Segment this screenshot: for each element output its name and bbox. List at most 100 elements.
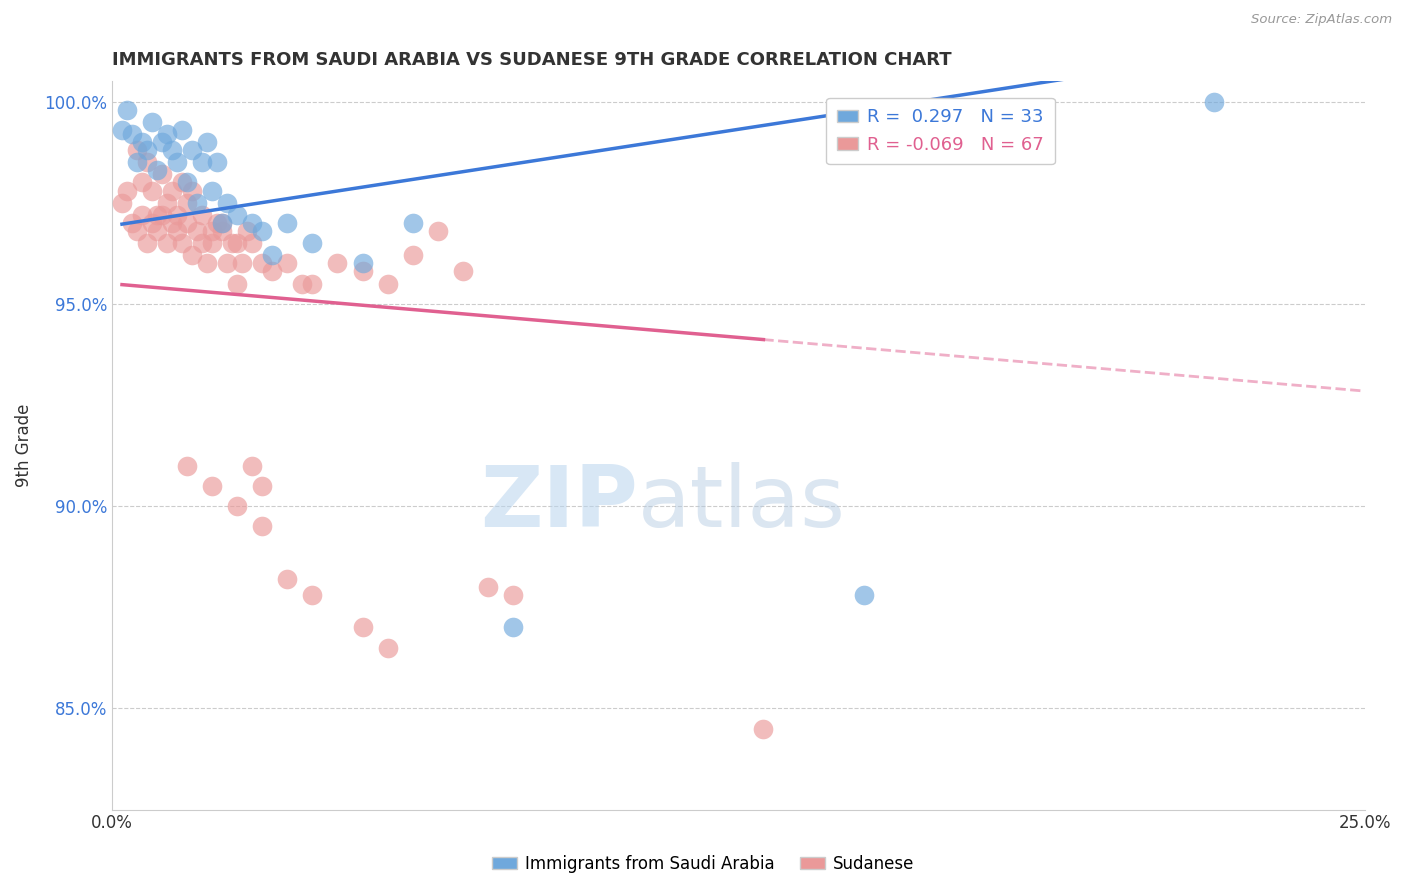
Point (201, 224, 224, 238)
Point (141, 216, 163, 230)
Point (136, 236, 159, 251)
Point (240, 236, 263, 251)
Point (176, 216, 198, 230)
Point (191, 236, 214, 251)
Text: ZIP: ZIP (481, 462, 638, 545)
Point (236, 224, 259, 238)
Point (240, 216, 263, 230)
Point (136, 155, 159, 169)
Point (160, 184, 183, 198)
Point (186, 224, 208, 238)
Point (160, 216, 183, 230)
Point (141, 115, 163, 129)
Point (201, 479, 224, 493)
Point (146, 224, 169, 238)
Point (426, 224, 449, 238)
Point (141, 184, 163, 198)
Point (276, 572, 298, 586)
Point (146, 208, 169, 222)
Point (217, 195, 239, 210)
Point (1204, 95, 1226, 109)
Point (125, 224, 148, 238)
Point (276, 256, 298, 270)
Point (252, 224, 274, 238)
Point (150, 208, 173, 222)
Point (352, 264, 374, 278)
Point (752, 722, 775, 736)
Point (131, 208, 153, 222)
Text: Source: ZipAtlas.com: Source: ZipAtlas.com (1251, 13, 1392, 27)
Point (377, 277, 399, 291)
Point (195, 256, 218, 270)
Point (211, 224, 233, 238)
Point (150, 168, 173, 182)
Point (172, 236, 194, 251)
Point (146, 163, 169, 178)
Point (240, 458, 263, 473)
Point (125, 155, 148, 169)
Point (186, 195, 208, 210)
Point (166, 208, 188, 222)
Point (156, 236, 179, 251)
Legend: Immigrants from Saudi Arabia, Sudanese: Immigrants from Saudi Arabia, Sudanese (485, 848, 921, 880)
Point (121, 127, 143, 141)
Point (211, 216, 233, 230)
Point (262, 248, 284, 262)
Point (172, 176, 194, 190)
Point (176, 195, 198, 210)
Point (181, 143, 204, 157)
Point (377, 640, 399, 655)
Point (451, 264, 474, 278)
Point (301, 236, 323, 251)
Point (226, 499, 249, 513)
Point (301, 588, 323, 602)
Point (502, 588, 524, 602)
Point (211, 216, 233, 230)
Point (136, 143, 159, 157)
Point (217, 256, 239, 270)
Point (115, 103, 138, 117)
Point (195, 135, 218, 149)
Point (477, 580, 499, 594)
Point (176, 176, 198, 190)
Point (111, 123, 134, 137)
Point (401, 216, 423, 230)
Point (150, 135, 173, 149)
Point (231, 256, 253, 270)
Point (166, 224, 188, 238)
Point (121, 216, 143, 230)
Point (401, 248, 423, 262)
Point (166, 155, 188, 169)
Point (252, 519, 274, 533)
Point (301, 277, 323, 291)
Point (125, 143, 148, 157)
Point (326, 256, 349, 270)
Point (131, 176, 153, 190)
Point (201, 236, 224, 251)
Point (205, 155, 228, 169)
Text: IMMIGRANTS FROM SAUDI ARABIA VS SUDANESE 9TH GRADE CORRELATION CHART: IMMIGRANTS FROM SAUDI ARABIA VS SUDANESE… (112, 51, 952, 69)
Y-axis label: 9th Grade: 9th Grade (15, 404, 32, 487)
Point (181, 248, 204, 262)
Point (352, 256, 374, 270)
Point (226, 208, 249, 222)
Point (160, 143, 183, 157)
Point (172, 123, 194, 137)
Point (852, 588, 875, 602)
Point (226, 277, 249, 291)
Point (262, 264, 284, 278)
Point (252, 256, 274, 270)
Point (352, 620, 374, 634)
Point (181, 184, 204, 198)
Point (226, 236, 249, 251)
Point (502, 620, 524, 634)
Point (191, 155, 214, 169)
Text: atlas: atlas (638, 462, 846, 545)
Point (191, 208, 214, 222)
Point (176, 458, 198, 473)
Point (252, 479, 274, 493)
Legend: R =  0.297   N = 33, R = -0.069   N = 67: R = 0.297 N = 33, R = -0.069 N = 67 (825, 97, 1054, 164)
Point (156, 195, 179, 210)
Point (131, 135, 153, 149)
Point (156, 127, 179, 141)
